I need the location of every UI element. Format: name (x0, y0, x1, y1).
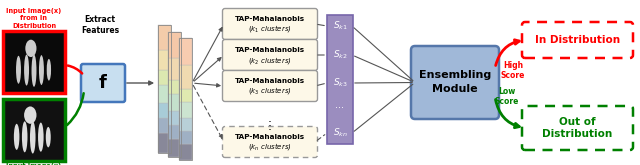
FancyBboxPatch shape (522, 106, 633, 150)
Text: High
Score: High Score (501, 61, 525, 80)
Bar (179, 38, 192, 160)
Bar (168, 80, 181, 94)
FancyBboxPatch shape (81, 64, 125, 102)
Text: $S_{k3}$: $S_{k3}$ (333, 77, 348, 89)
FancyBboxPatch shape (411, 46, 499, 119)
FancyBboxPatch shape (223, 39, 317, 70)
Bar (179, 65, 192, 89)
Text: In Distribution: In Distribution (535, 35, 620, 45)
Ellipse shape (14, 124, 19, 150)
Bar (168, 139, 181, 157)
Bar (168, 58, 181, 80)
Text: TAP-Mahalanobis: TAP-Mahalanobis (235, 78, 305, 84)
Bar (158, 50, 171, 70)
Ellipse shape (38, 123, 44, 152)
FancyBboxPatch shape (522, 22, 633, 58)
Text: Extract
Features: Extract Features (81, 15, 119, 35)
Bar (179, 131, 192, 144)
Text: ·: · (268, 120, 272, 133)
Ellipse shape (31, 55, 36, 87)
Ellipse shape (24, 106, 36, 124)
Bar (158, 25, 171, 50)
Bar (168, 94, 181, 111)
Bar (179, 102, 192, 118)
Text: Out of
Distribution: Out of Distribution (542, 117, 612, 139)
Ellipse shape (16, 56, 21, 84)
Ellipse shape (46, 127, 51, 147)
Bar (179, 89, 192, 102)
FancyBboxPatch shape (223, 127, 317, 158)
Bar (158, 118, 171, 133)
Text: Input Image(x)
from In
Distribution: Input Image(x) from In Distribution (6, 8, 61, 29)
Bar (168, 111, 181, 125)
Text: ...: ... (335, 100, 344, 110)
Text: Input Image(x)
from Out of
Distribution: Input Image(x) from Out of Distribution (6, 163, 61, 165)
Text: $S_{k2}$: $S_{k2}$ (333, 49, 348, 61)
Text: $S_{kn}$: $S_{kn}$ (333, 127, 348, 139)
Bar (179, 38, 192, 65)
Bar (327, 15, 353, 144)
Text: TAP-Mahalanobis: TAP-Mahalanobis (235, 16, 305, 22)
Ellipse shape (47, 59, 51, 81)
Text: TAP-Mahalanobis: TAP-Mahalanobis (235, 134, 305, 140)
Text: Ensembling
Module: Ensembling Module (419, 70, 491, 95)
Ellipse shape (39, 55, 44, 85)
Text: ·: · (268, 116, 272, 130)
Bar (158, 25, 171, 153)
Text: $(k_n$ clusters): $(k_n$ clusters) (248, 142, 292, 152)
FancyBboxPatch shape (223, 9, 317, 39)
Ellipse shape (24, 55, 29, 86)
Text: TAP-Mahalanobis: TAP-Mahalanobis (235, 47, 305, 53)
Bar (179, 144, 192, 160)
Ellipse shape (30, 121, 36, 154)
Text: ·: · (268, 125, 272, 137)
Text: f: f (99, 74, 107, 92)
FancyBboxPatch shape (223, 70, 317, 101)
Text: $(k_2$ clusters): $(k_2$ clusters) (248, 54, 292, 66)
Text: $(k_3$ clusters): $(k_3$ clusters) (248, 85, 292, 97)
Text: Low
Score: Low Score (495, 87, 519, 106)
Ellipse shape (26, 40, 36, 57)
Bar (158, 103, 171, 118)
Text: $(k_1$ clusters): $(k_1$ clusters) (248, 23, 292, 34)
Bar (158, 133, 171, 153)
Bar (168, 32, 181, 157)
Bar (179, 118, 192, 131)
Bar (158, 85, 171, 103)
Ellipse shape (22, 121, 28, 152)
Bar (168, 32, 181, 58)
Bar (158, 70, 171, 85)
Bar (3, 31, 65, 93)
Text: $S_{k1}$: $S_{k1}$ (333, 20, 348, 32)
Bar (168, 125, 181, 139)
Bar (3, 99, 65, 161)
